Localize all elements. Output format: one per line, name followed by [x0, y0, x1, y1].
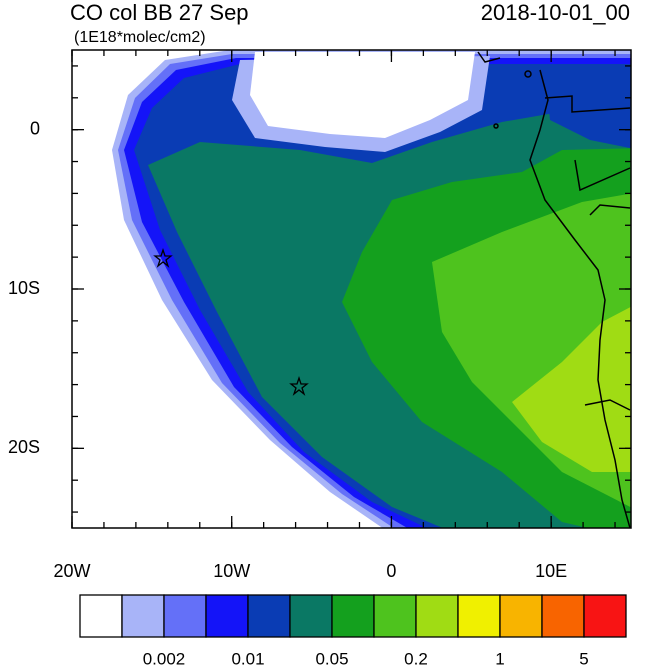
colorbar-box: [415, 594, 459, 638]
colorbar-box: [457, 594, 501, 638]
colorbar-label: 0.01: [231, 649, 264, 667]
colorbar-box: [373, 594, 417, 638]
colorbar-box: [541, 594, 585, 638]
colorbar-box: [79, 594, 123, 638]
star-marker: [289, 375, 309, 396]
colorbar-label: 0.2: [404, 649, 428, 667]
field: [72, 50, 631, 528]
colorbar-label: 1: [495, 649, 504, 667]
date: 2018-10-01_00: [481, 0, 630, 25]
x-tick-label: 20W: [53, 561, 90, 581]
y-tick-label: 10S: [8, 278, 40, 298]
colorbar-label: 0.002: [143, 649, 186, 667]
y-tick-label: 0: [30, 118, 40, 138]
colorbar-box: [247, 594, 291, 638]
colorbar-box: [205, 594, 249, 638]
x-tick-label: 10E: [535, 561, 567, 581]
title: CO col BB 27 Sep: [70, 0, 249, 25]
colorbar-label: 5: [579, 649, 588, 667]
axes: 20W 10W 0 10E 0 10S 20S: [8, 50, 631, 581]
units: (1E18*molec/cm2): [74, 29, 206, 46]
colorbar-box: [289, 594, 333, 638]
colorbar-box: [331, 594, 375, 638]
colorbar-label: 0.05: [315, 649, 348, 667]
colorbar-box: [499, 594, 543, 638]
star-marker: [153, 247, 173, 268]
colorbar-box: [583, 594, 627, 638]
colorbar-box: [163, 594, 207, 638]
x-tick-label: 10W: [213, 561, 250, 581]
y-tick-label: 20S: [8, 437, 40, 457]
colorbar-box: [121, 594, 165, 638]
x-tick-label: 0: [386, 561, 396, 581]
markers: [153, 247, 309, 396]
colorbar: 0.002 0.01 0.05 0.2 1 5: [79, 594, 627, 668]
